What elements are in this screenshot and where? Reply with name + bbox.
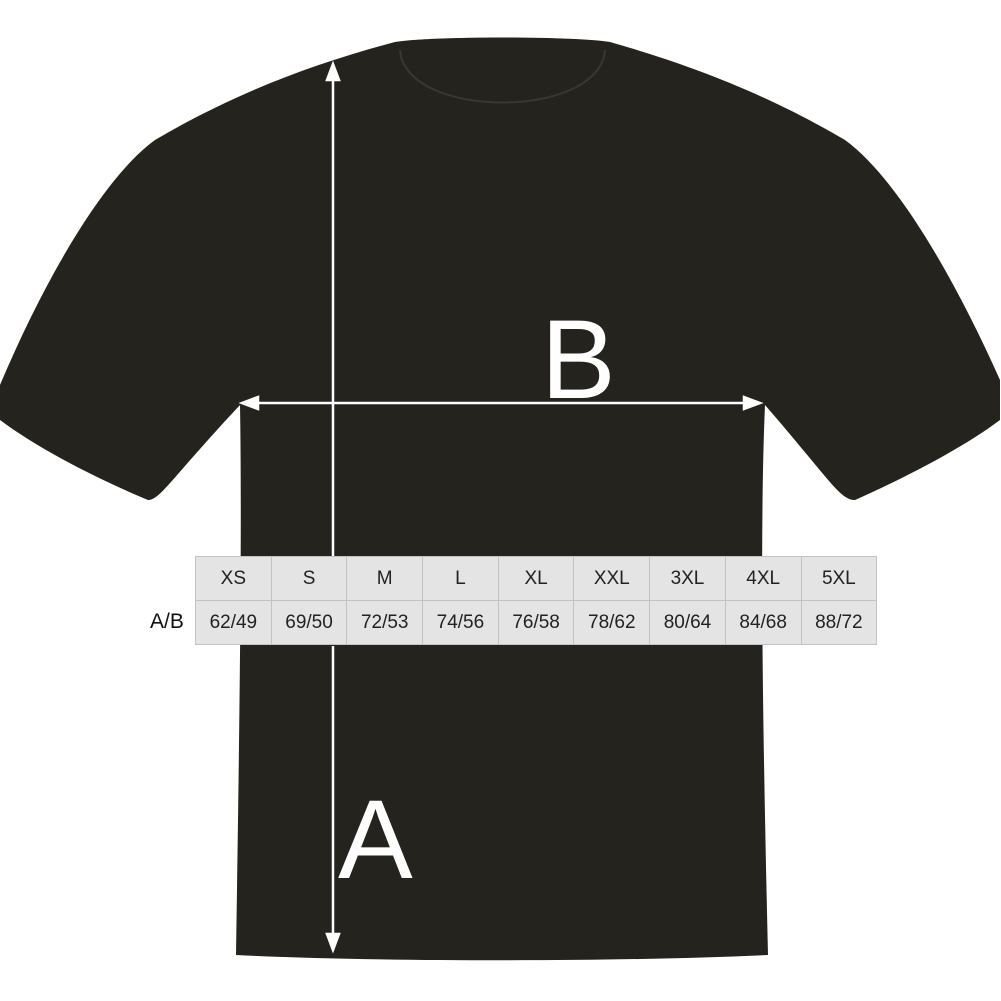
row-label-ab: A/B	[150, 610, 184, 633]
size-cell: XXL	[573, 556, 651, 601]
size-cell: XS	[195, 556, 272, 601]
size-cell: S	[270, 556, 348, 601]
label-a: A	[338, 777, 413, 902]
dimension-b-arrow	[238, 395, 764, 411]
value-cell: 78/62	[573, 600, 651, 645]
value-cell: 72/53	[346, 600, 424, 645]
size-cell: 3XL	[649, 556, 726, 601]
size-cell: 4XL	[724, 556, 802, 601]
dimension-a-arrow	[325, 60, 341, 954]
measurement-row: 62/49 69/50 72/53 74/56 76/58 78/62 80/6…	[195, 600, 878, 645]
size-table: XS S M L XL XXL 3XL 4XL 5XL 62/49 69/50 …	[195, 556, 878, 645]
size-row: XS S M L XL XXL 3XL 4XL 5XL	[195, 556, 878, 601]
value-cell: 76/58	[497, 600, 575, 645]
collar-seam	[399, 49, 606, 104]
size-cell: M	[346, 556, 424, 601]
label-b: B	[541, 297, 616, 422]
size-cell: L	[422, 556, 499, 601]
size-cell: 5XL	[800, 556, 878, 601]
value-cell: 69/50	[270, 600, 348, 645]
value-cell: 62/49	[195, 600, 272, 645]
value-cell: 80/64	[649, 600, 726, 645]
tshirt-shape	[0, 37, 1000, 961]
size-cell: XL	[497, 556, 575, 601]
value-cell: 74/56	[422, 600, 499, 645]
value-cell: 88/72	[800, 600, 878, 645]
value-cell: 84/68	[724, 600, 802, 645]
